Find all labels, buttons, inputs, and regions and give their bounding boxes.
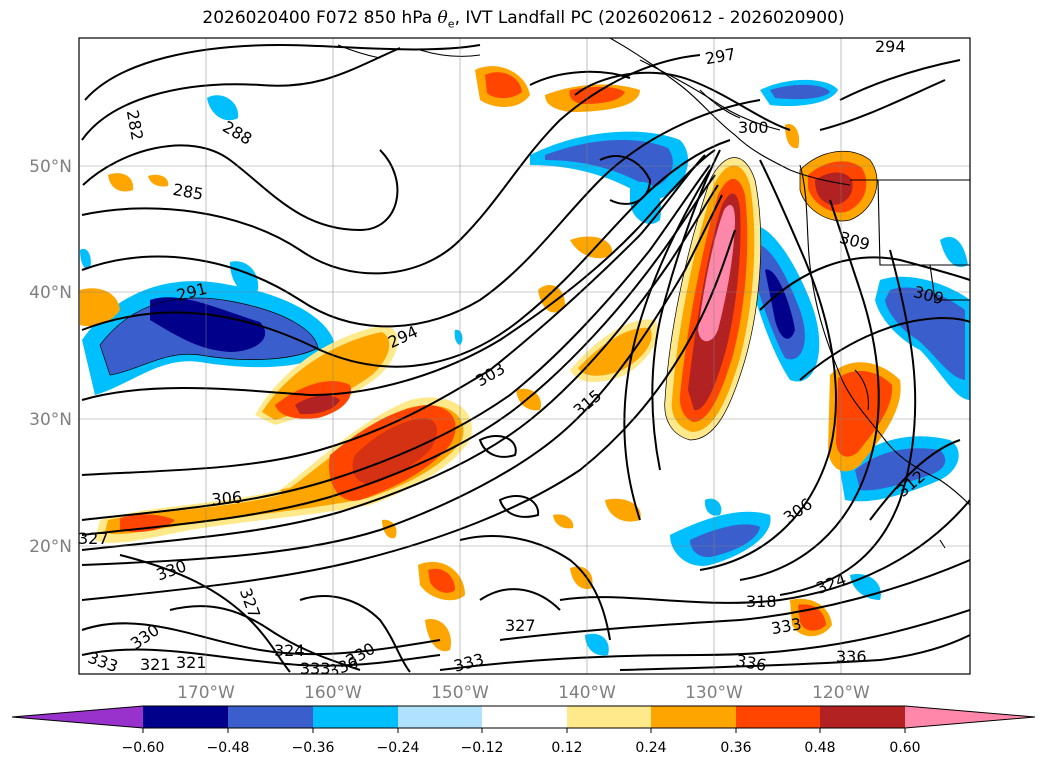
- contour-label: 336: [836, 647, 867, 666]
- colorbar-segment: [736, 706, 820, 728]
- lat-label-20n: 20°N: [29, 537, 72, 557]
- colorbar-segment: [228, 706, 313, 728]
- colorbar-tick-label: 0.24: [635, 740, 666, 756]
- colorbar-segment: [143, 706, 228, 728]
- graticule: [79, 38, 970, 674]
- title-theta-sub: e: [447, 17, 455, 31]
- colorbar-segment: [567, 706, 651, 728]
- lon-label-170w: 170°W: [177, 683, 235, 703]
- colorbar-segment: [482, 706, 567, 728]
- colorbar-tick-label: −0.48: [207, 740, 250, 756]
- contour-label: 333: [300, 659, 331, 678]
- contour-label: 300: [738, 118, 769, 137]
- lon-label-150w: 150°W: [431, 683, 489, 703]
- colorbar-segment: [313, 706, 398, 728]
- colorbar-segment: [12, 706, 143, 728]
- colorbar: [11, 705, 1036, 733]
- colorbar-segment: [651, 706, 736, 728]
- colorbar-tick-label: 0.12: [551, 740, 582, 756]
- latitude-labels: 50°N 40°N 30°N 20°N: [29, 157, 72, 557]
- lon-label-120w: 120°W: [812, 683, 870, 703]
- contour-label: 306: [211, 488, 243, 510]
- title-prefix: 2026020400 F072 850 hPa: [202, 8, 438, 28]
- contour-label: 321: [140, 655, 171, 674]
- title-theta: θ: [437, 8, 448, 28]
- colorbar-tick-label: 0.36: [720, 740, 751, 756]
- contour-label: 327: [505, 616, 536, 635]
- longitude-labels: 170°W 160°W 150°W 140°W 130°W 120°W: [177, 683, 870, 703]
- lon-label-140w: 140°W: [558, 683, 616, 703]
- map-title: 2026020400 F072 850 hPa θe, IVT Landfall…: [0, 8, 1047, 30]
- colorbar-tick-label: −0.12: [461, 740, 504, 756]
- lon-label-130w: 130°W: [685, 683, 743, 703]
- contour-label: 324: [274, 641, 305, 660]
- lat-label-30n: 30°N: [29, 410, 72, 430]
- colorbar-ticks: −0.60 −0.48 −0.36 −0.24 −0.12 0.12 0.24 …: [122, 740, 921, 756]
- colorbar-tick-label: −0.36: [292, 740, 335, 756]
- colorbar-tick-label: −0.60: [122, 740, 165, 756]
- coastlines: [337, 38, 970, 549]
- map-panel: 282 288 285 291 294 294 297 300 303 315 …: [78, 37, 970, 678]
- map-frame: [78, 37, 971, 675]
- colorbar-tick-label: −0.24: [377, 740, 420, 756]
- colorbar-segment: [398, 706, 482, 728]
- lon-label-160w: 160°W: [304, 683, 362, 703]
- contour-label: 321: [176, 653, 207, 672]
- contour-label: 294: [875, 37, 906, 56]
- contour-label: 318: [746, 592, 777, 611]
- lat-label-40n: 40°N: [29, 283, 72, 303]
- shading-outlines: [99, 150, 878, 441]
- contour-label: 327: [78, 529, 109, 548]
- lat-label-50n: 50°N: [29, 157, 72, 177]
- title-suffix: , IVT Landfall PC (2026020612 - 20260209…: [454, 8, 845, 28]
- colorbar-segment: [905, 706, 1035, 728]
- theta-e-contours: [81, 43, 970, 673]
- contour-label: 336: [735, 651, 768, 675]
- colorbar-tick-label: 0.48: [804, 740, 835, 756]
- colorbar-segment: [820, 706, 905, 728]
- colorbar-tick-label: 0.60: [889, 740, 920, 756]
